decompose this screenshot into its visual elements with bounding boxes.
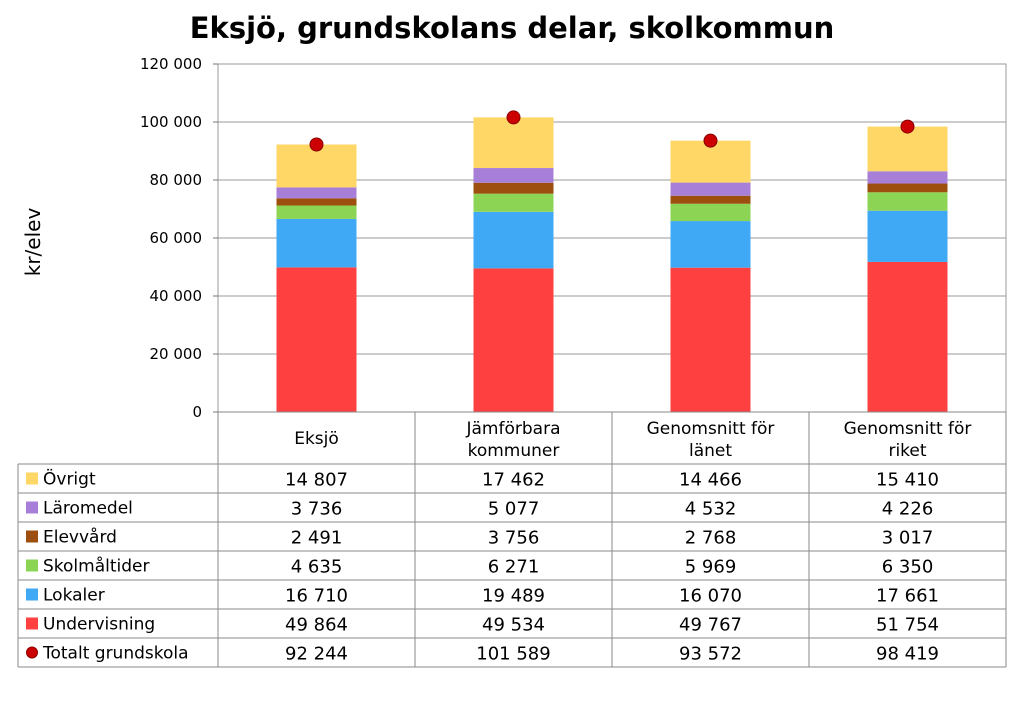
bar-segment-elevvard bbox=[867, 183, 948, 193]
legend-key-elevvard bbox=[26, 530, 38, 543]
chart-title: Eksjö, grundskolans delar, skolkommun bbox=[190, 11, 835, 45]
data-label: 19 489 bbox=[482, 586, 545, 607]
y-tick-label: 0 bbox=[192, 403, 202, 421]
total-marker bbox=[506, 110, 521, 125]
bar-segment-undervisning bbox=[867, 261, 948, 412]
legend-key-undervisning bbox=[26, 617, 38, 630]
category-label: Genomsnitt för bbox=[647, 419, 775, 439]
legend-label-totalt-grundskola: Totalt grundskola bbox=[42, 644, 189, 664]
bar-segment-laromedel bbox=[276, 187, 357, 199]
category-label: länet bbox=[689, 441, 732, 461]
bar-segment-ovrigt bbox=[473, 117, 554, 169]
bar-segment-skolmaltider bbox=[276, 205, 357, 219]
bar-segment-skolmaltider bbox=[867, 192, 948, 211]
legend-label-laromedel: Läromedel bbox=[43, 499, 133, 519]
data-label: 14 807 bbox=[285, 470, 348, 491]
total-marker bbox=[309, 137, 324, 152]
data-label: 4 532 bbox=[685, 499, 737, 520]
bar-segment-lokaler bbox=[670, 221, 751, 268]
y-axis-label: kr/elev bbox=[21, 208, 45, 277]
bar-segment-elevvard bbox=[670, 195, 751, 204]
data-label: 2 491 bbox=[291, 528, 343, 549]
data-label: 5 077 bbox=[488, 499, 540, 520]
legend-label-elevvard: Elevvård bbox=[43, 527, 117, 548]
data-label: 17 661 bbox=[876, 586, 939, 607]
category-label: riket bbox=[888, 441, 926, 461]
bar-segment-elevvard bbox=[276, 198, 357, 206]
bar-segment-skolmaltider bbox=[473, 193, 554, 212]
y-tick-label: 100 000 bbox=[140, 113, 202, 131]
category-label: Eksjö bbox=[294, 429, 339, 449]
data-label: 6 271 bbox=[488, 557, 540, 578]
y-tick-label: 40 000 bbox=[150, 287, 203, 305]
legend-key-skolmaltider bbox=[26, 559, 38, 572]
data-label: 2 768 bbox=[685, 528, 737, 549]
data-label: 49 864 bbox=[285, 615, 348, 636]
y-tick-label: 120 000 bbox=[140, 55, 202, 73]
bar-segment-laromedel bbox=[867, 171, 948, 184]
legend-label-skolmaltider: Skolmåltider bbox=[43, 556, 149, 577]
legend-label-lokaler: Lokaler bbox=[43, 586, 105, 606]
bar-segment-undervisning bbox=[473, 268, 554, 412]
bar-segment-undervisning bbox=[670, 267, 751, 412]
bar-segment-lokaler bbox=[867, 210, 948, 262]
data-label: 3 736 bbox=[291, 499, 343, 520]
data-label: 51 754 bbox=[876, 615, 939, 636]
data-label: 49 767 bbox=[679, 615, 742, 636]
legend-key-total bbox=[26, 646, 38, 659]
data-label: 6 350 bbox=[882, 557, 934, 578]
legend-key-ovrigt bbox=[26, 472, 38, 485]
data-label: 49 534 bbox=[482, 615, 545, 636]
category-label: Jämförbara bbox=[466, 419, 561, 439]
bars bbox=[276, 117, 948, 412]
category-label: Genomsnitt för bbox=[844, 419, 972, 439]
data-label: 16 070 bbox=[679, 586, 742, 607]
legend-label-undervisning: Undervisning bbox=[43, 615, 155, 635]
bar-segment-laromedel bbox=[473, 168, 554, 183]
data-label: 15 410 bbox=[876, 470, 939, 491]
bar-segment-skolmaltider bbox=[670, 203, 751, 222]
data-label: 92 244 bbox=[285, 644, 348, 665]
y-tick-label: 80 000 bbox=[150, 171, 203, 189]
y-tick-label: 20 000 bbox=[150, 345, 203, 363]
y-axis-ticks: 0 20 000 40 000 60 000 80 000 100 000 120 000 bbox=[140, 55, 202, 421]
data-label: 4 635 bbox=[291, 557, 343, 578]
total-marker bbox=[703, 133, 718, 148]
total-markers bbox=[309, 110, 915, 152]
data-label: 98 419 bbox=[876, 644, 939, 665]
data-label: 16 710 bbox=[285, 586, 348, 607]
bar-segment-ovrigt bbox=[276, 144, 357, 188]
data-label: 3 017 bbox=[882, 528, 934, 549]
legend-key-lokaler bbox=[26, 588, 38, 601]
bar-segment-elevvard bbox=[473, 182, 554, 194]
data-label: 17 462 bbox=[482, 470, 545, 491]
category-label: kommuner bbox=[468, 441, 560, 461]
data-label: 5 969 bbox=[685, 557, 737, 578]
bar-segment-undervisning bbox=[276, 267, 357, 412]
total-marker bbox=[900, 119, 915, 134]
legend-label-ovrigt: Övrigt bbox=[43, 468, 96, 490]
bar-segment-ovrigt bbox=[867, 126, 948, 172]
bar-segment-lokaler bbox=[473, 211, 554, 269]
legend-key-laromedel bbox=[26, 501, 38, 514]
data-label: 93 572 bbox=[679, 644, 742, 665]
data-label: 3 756 bbox=[488, 528, 540, 549]
y-tick-label: 60 000 bbox=[150, 229, 203, 247]
bar-segment-lokaler bbox=[276, 218, 357, 268]
data-label: 14 466 bbox=[679, 470, 742, 491]
data-label: 101 589 bbox=[476, 644, 550, 665]
data-label: 4 226 bbox=[882, 499, 934, 520]
bar-segment-laromedel bbox=[670, 182, 751, 196]
